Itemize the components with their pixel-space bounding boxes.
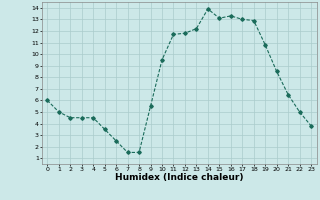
X-axis label: Humidex (Indice chaleur): Humidex (Indice chaleur) [115,173,244,182]
